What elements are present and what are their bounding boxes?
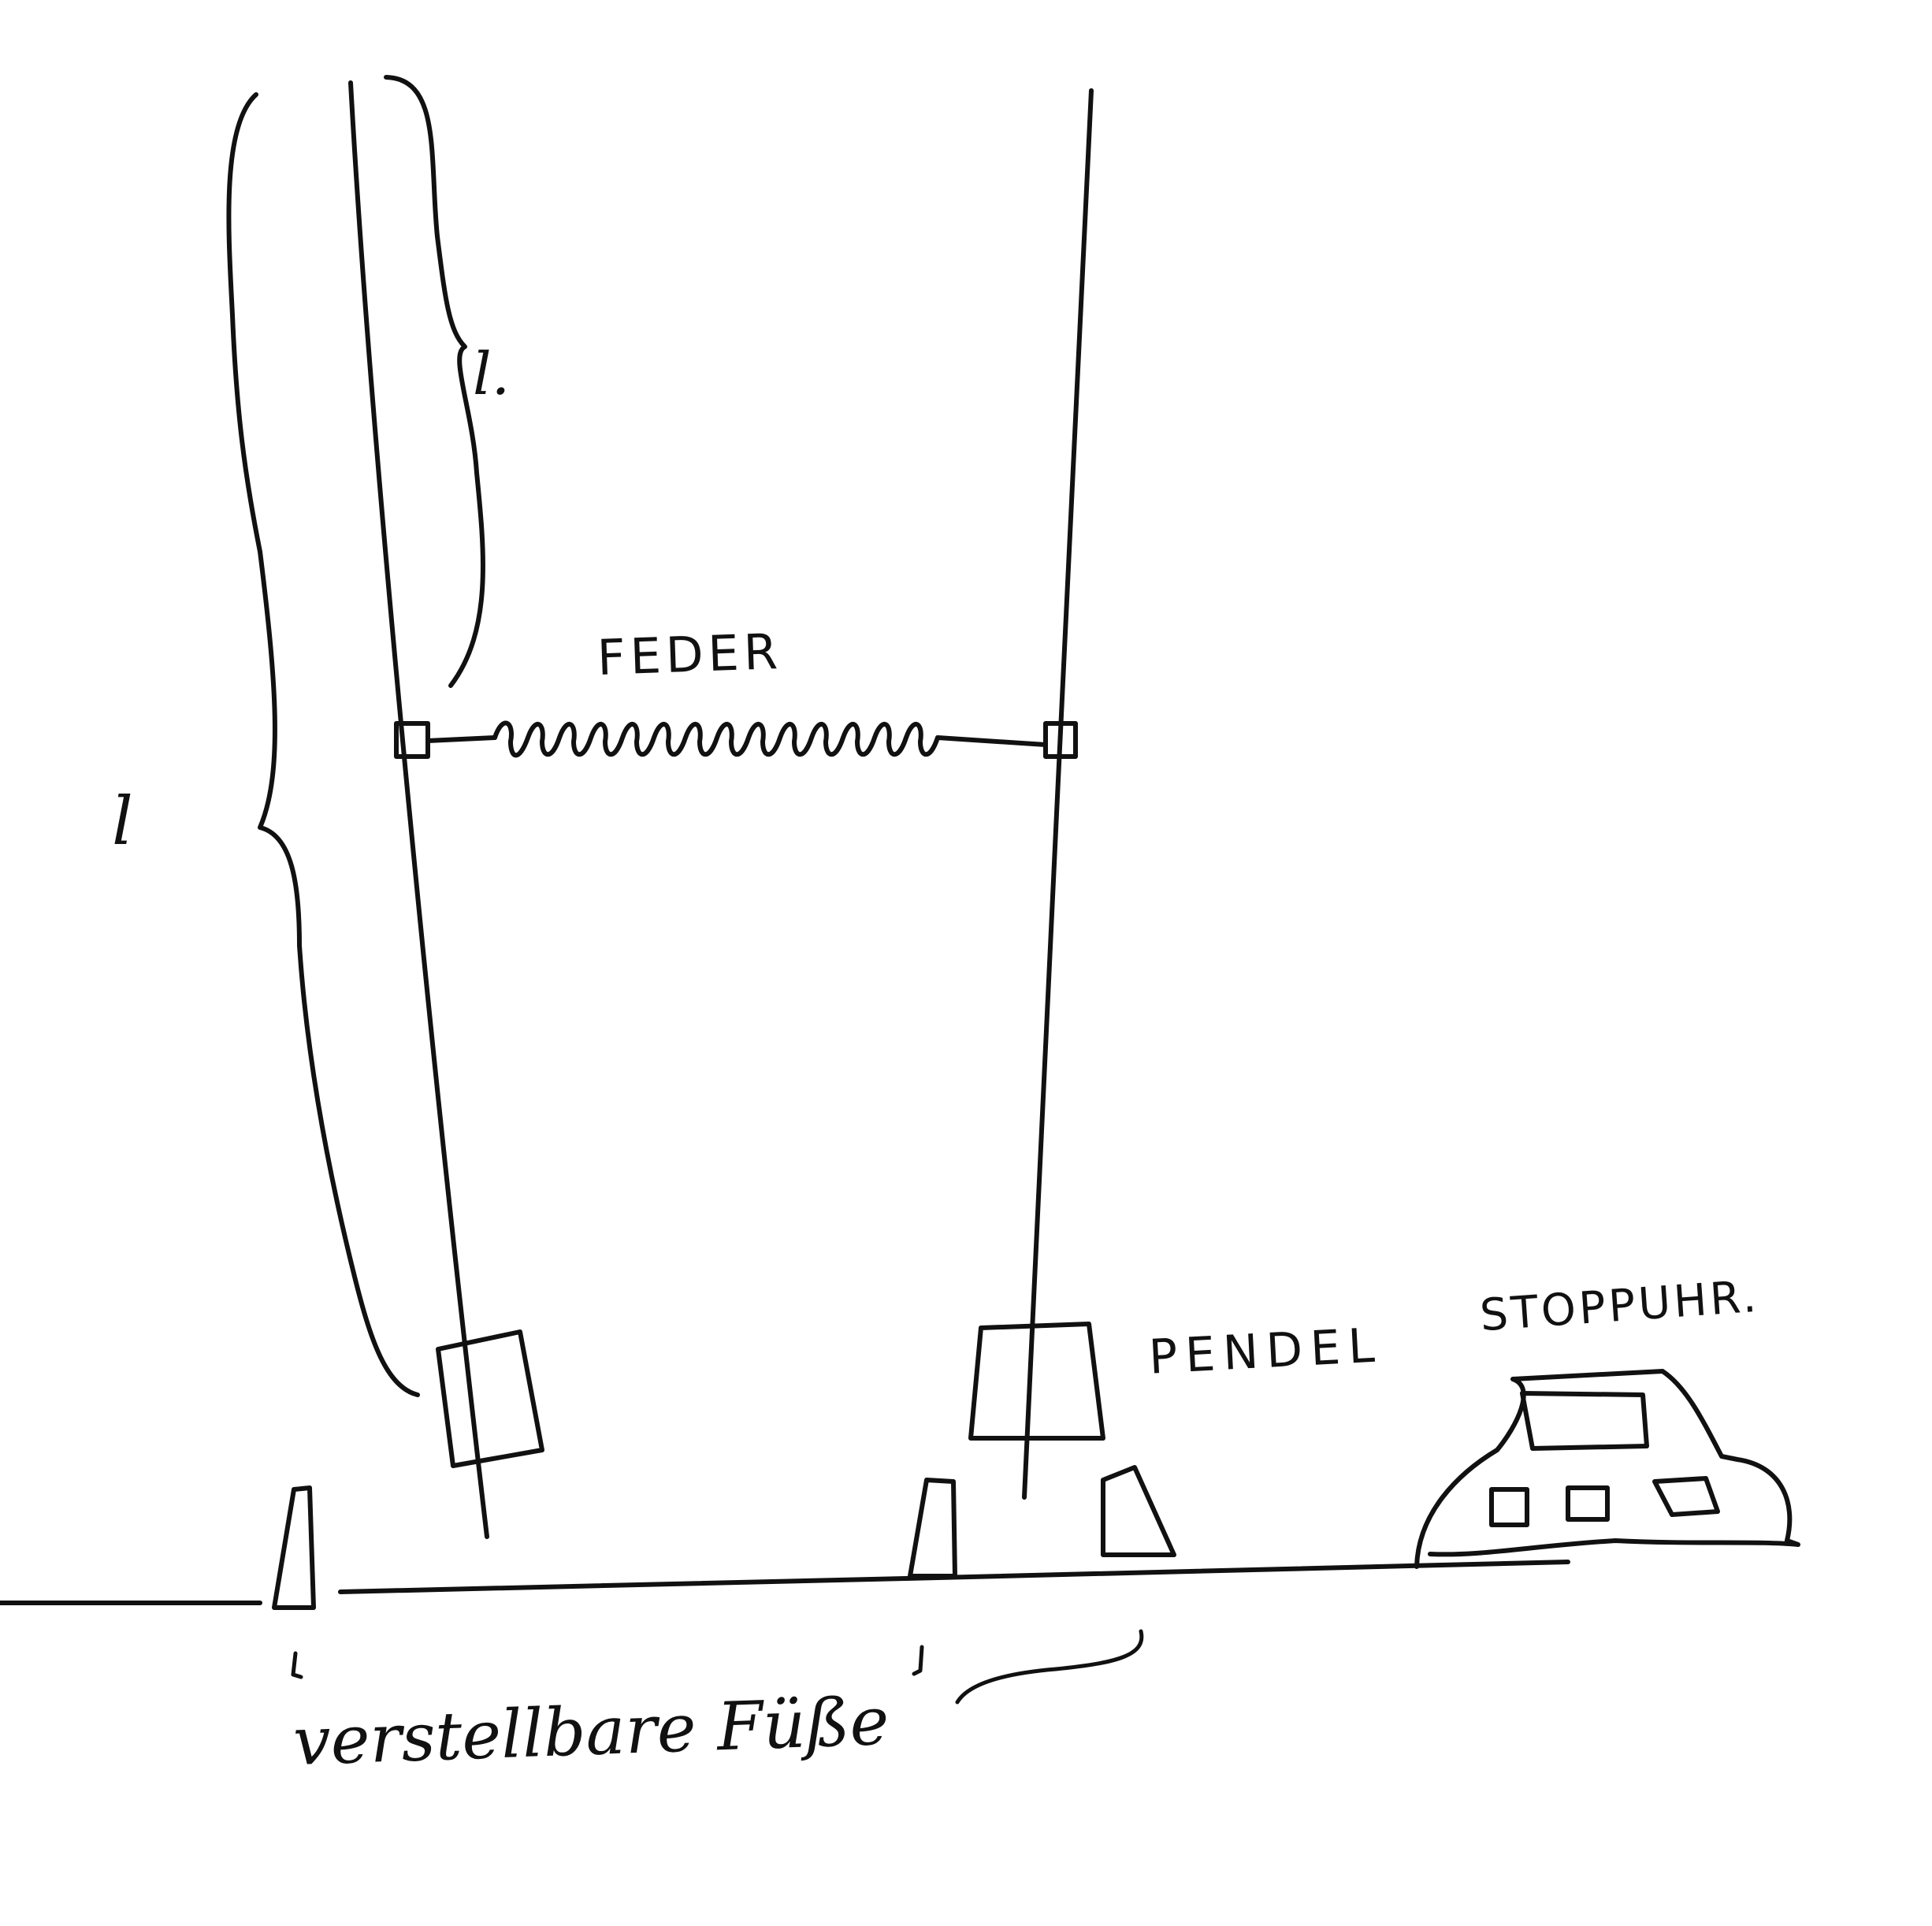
right-pendulum-bob <box>968 1322 1105 1441</box>
stopwatch-display <box>1520 1391 1649 1451</box>
label-length-long: l <box>112 783 133 860</box>
spring-clamp-right <box>1043 721 1078 759</box>
label-pendulum: PENDEL <box>1147 1318 1384 1385</box>
brace-feet <box>291 1629 1144 1705</box>
brace-long-length <box>226 92 420 1397</box>
stopwatch-button-2 <box>1566 1485 1610 1522</box>
foot-left <box>272 1485 316 1610</box>
label-spring: FEDER <box>596 622 784 687</box>
right-pendulum-rod <box>1022 88 1094 1500</box>
spring-coil <box>425 720 1048 758</box>
stopwatch-button-3 <box>1652 1476 1720 1517</box>
brace-short-length <box>384 75 485 688</box>
left-pendulum-bob <box>436 1329 544 1468</box>
foot-right <box>1101 1465 1176 1557</box>
foot-middle <box>908 1478 957 1578</box>
ground-line <box>0 1560 1570 1605</box>
stopwatch-button-1 <box>1489 1487 1529 1527</box>
stopwatch <box>1414 1369 1800 1569</box>
left-pendulum <box>348 80 544 1539</box>
right-pendulum <box>968 88 1105 1500</box>
left-pendulum-rod <box>348 80 489 1539</box>
adjustable-feet <box>272 1465 1176 1610</box>
spring <box>394 720 1078 759</box>
label-length-short: l. <box>473 340 511 408</box>
stopwatch-body <box>1414 1369 1800 1569</box>
label-adjustable-feet: verstellbare Füße <box>292 1682 890 1781</box>
